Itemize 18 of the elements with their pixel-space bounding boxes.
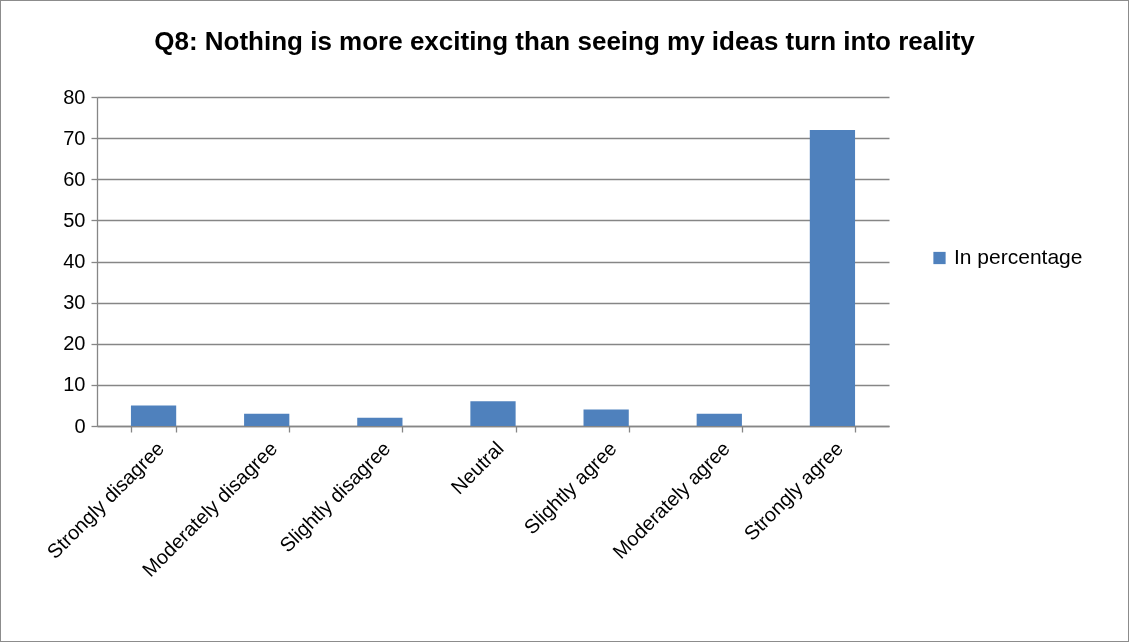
bar	[809, 129, 856, 426]
chart-title: Q8: Nothing is more exciting than seeing my ideas turn into reality	[154, 26, 976, 56]
bar	[583, 409, 629, 426]
bar	[130, 405, 177, 426]
y-tick-label: 50	[63, 208, 86, 231]
legend-label: In percentage	[954, 245, 1083, 268]
y-tick-label: 60	[63, 167, 86, 190]
y-tick-label: 70	[63, 126, 86, 149]
y-tick-label: 40	[63, 250, 86, 272]
y-tick-label: 30	[63, 291, 86, 314]
y-tick-label: 0	[74, 414, 86, 437]
bar	[470, 401, 516, 426]
bar	[357, 417, 403, 426]
y-tick-label: 20	[63, 332, 86, 355]
bar	[244, 413, 290, 426]
y-tick-label: 80	[63, 85, 86, 108]
y-tick-label: 10	[63, 373, 86, 396]
bar	[696, 413, 742, 426]
